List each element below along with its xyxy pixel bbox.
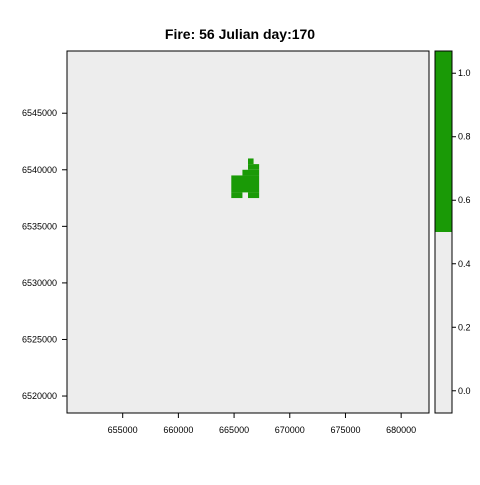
map-background [67,51,429,413]
y-tick-label: 6540000 [22,165,57,175]
colorkey-tick-label: 0.4 [458,259,471,269]
colorkey-segment [435,232,452,413]
burned-cell [231,192,243,199]
x-tick-label: 680000 [386,425,416,435]
x-tick-label: 655000 [108,425,138,435]
chart-title: Fire: 56 Julian day:170 [164,26,316,42]
colorkey-segment [435,51,452,232]
y-tick-label: 6535000 [22,221,57,231]
x-tick-label: 675000 [330,425,360,435]
burned-cell [248,164,260,170]
x-tick-label: 660000 [163,425,193,435]
colorkey-tick-label: 0.0 [458,386,471,396]
map-frame [66,50,430,414]
colorkey-frame [434,50,453,414]
burned-cell [248,192,260,199]
y-tick-label: 6530000 [22,278,57,288]
colorkey-tick-label: 0.8 [458,132,471,142]
colorkey-tick-label: 0.6 [458,195,471,205]
y-tick-label: 6525000 [22,334,57,344]
x-tick-label: 665000 [219,425,249,435]
x-tick-label: 670000 [275,425,305,435]
burned-cell [248,158,254,165]
y-tick-label: 6520000 [22,391,57,401]
burned-cell [242,169,260,176]
colorkey-tick-label: 1.0 [458,68,471,78]
burned-cell [231,175,260,193]
colorkey-tick-label: 0.2 [458,322,471,332]
y-tick-label: 6545000 [22,108,57,118]
